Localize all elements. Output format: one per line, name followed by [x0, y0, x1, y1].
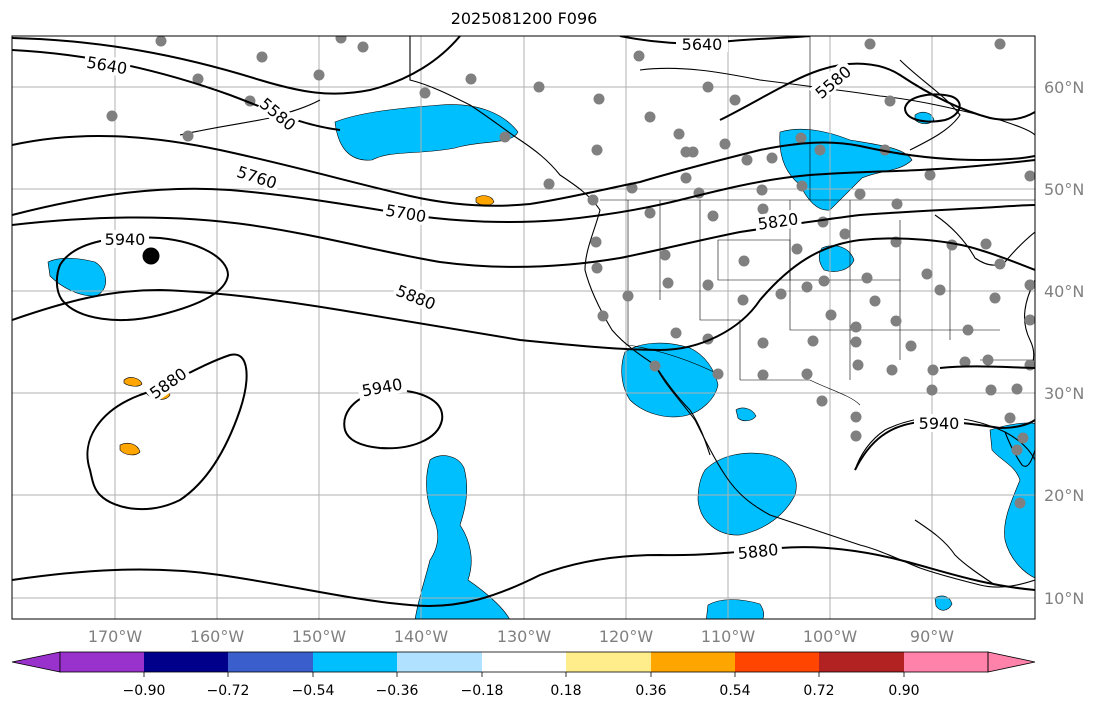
latitude-labels: 60°N 50°N 40°N 30°N 20°N 10°N — [1044, 78, 1084, 608]
colorbar-segment — [819, 652, 904, 672]
highlighted-point-marker — [142, 247, 160, 265]
contour-5880 — [12, 237, 1035, 352]
map-frame — [11, 35, 1036, 620]
anomaly-area-central-pacific — [47, 257, 106, 297]
colorbar-tick-label: 0.36 — [635, 683, 666, 699]
lon-label: 90°W — [910, 627, 954, 646]
gridlines — [12, 36, 1035, 619]
lat-label: 20°N — [1044, 486, 1084, 505]
colorbar-segment — [566, 652, 651, 672]
anomaly-area-small-baja — [735, 407, 757, 422]
contour-5700 — [12, 159, 1035, 224]
lon-label: 170°W — [88, 627, 143, 646]
contour-5580 — [12, 49, 1035, 131]
colorbar-tick-label: 0.54 — [719, 683, 750, 699]
colorbar-tick-label: −0.72 — [207, 683, 250, 699]
coastline-great-lakes — [934, 214, 1035, 266]
anomaly-area-plains — [818, 245, 855, 272]
anomaly-area-hawaii-1 — [123, 377, 143, 387]
coastline-hudson — [899, 59, 961, 151]
anomaly-area-small-east — [934, 595, 953, 611]
coastline-florida — [1004, 431, 1035, 467]
lon-label: 160°W — [190, 627, 245, 646]
colorbar-segment — [482, 652, 566, 672]
map-title: 2025081200 F096 — [450, 9, 598, 28]
colorbar-tick-label: 0.90 — [888, 683, 919, 699]
lon-label: 100°W — [803, 627, 858, 646]
contour-label: 5880 — [737, 540, 779, 563]
coastline-north — [639, 67, 1035, 136]
anomaly-area-hawaii-3 — [119, 442, 141, 456]
colorbar-tick-label: −0.90 — [123, 683, 166, 699]
lat-label: 10°N — [1044, 589, 1084, 608]
longitude-labels: 170°W 160°W 150°W 140°W 130°W 120°W 110°… — [88, 627, 954, 646]
colorbar-segment — [60, 652, 144, 672]
anomaly-area-east-pacific — [414, 455, 510, 619]
contour-label: 5940 — [105, 230, 146, 249]
lat-label: 60°N — [1044, 78, 1084, 97]
coastline-baja — [654, 364, 711, 456]
lat-label: 50°N — [1044, 180, 1084, 199]
colorbar-segment — [651, 652, 735, 672]
contour-label: 5640 — [682, 35, 723, 54]
station-markers — [106, 36, 1035, 509]
colorbar-segment — [904, 652, 988, 672]
colorbar-extend-right — [987, 651, 1036, 673]
colorbar-tick-label: 0.72 — [803, 683, 834, 699]
height-contours — [12, 36, 1035, 607]
anomaly-area-pacific-small-1 — [475, 195, 495, 206]
coastline-central-america — [914, 519, 996, 586]
colorbar-tick-label: −0.18 — [461, 683, 504, 699]
contour-5880-hawaii — [86, 353, 248, 511]
colorbar-segment — [397, 652, 482, 672]
lat-label: 40°N — [1044, 282, 1084, 301]
colorbar-segment — [313, 652, 397, 672]
lat-label: 30°N — [1044, 384, 1084, 403]
contour-5880-south — [12, 546, 1035, 607]
colorbar: −0.90 −0.72 −0.54 −0.36 −0.18 0.18 0.36 … — [11, 651, 1036, 699]
lon-label: 130°W — [497, 627, 552, 646]
political-borders — [409, 36, 1035, 406]
anomaly-area-mexico — [697, 452, 797, 536]
lon-label: 150°W — [292, 627, 347, 646]
colorbar-segment — [735, 652, 819, 672]
contour-label: 5940 — [919, 414, 960, 433]
contour-5760 — [12, 134, 1035, 207]
contour-5820 — [12, 204, 1035, 268]
colorbar-extend-left — [11, 651, 61, 673]
colorbar-segment — [228, 652, 313, 672]
lon-label: 140°W — [394, 627, 449, 646]
lon-label: 120°W — [599, 627, 654, 646]
colorbar-segment — [144, 652, 228, 672]
colorbar-tick-label: −0.36 — [376, 683, 419, 699]
colorbar-tick-label: 0.18 — [550, 683, 581, 699]
colorbar-tick-label: −0.54 — [292, 683, 335, 699]
lon-label: 110°W — [701, 627, 756, 646]
contour-small-ne — [903, 93, 961, 123]
anomaly-area-southern-pacific — [706, 599, 765, 619]
anomaly-area-southwest — [621, 342, 719, 418]
